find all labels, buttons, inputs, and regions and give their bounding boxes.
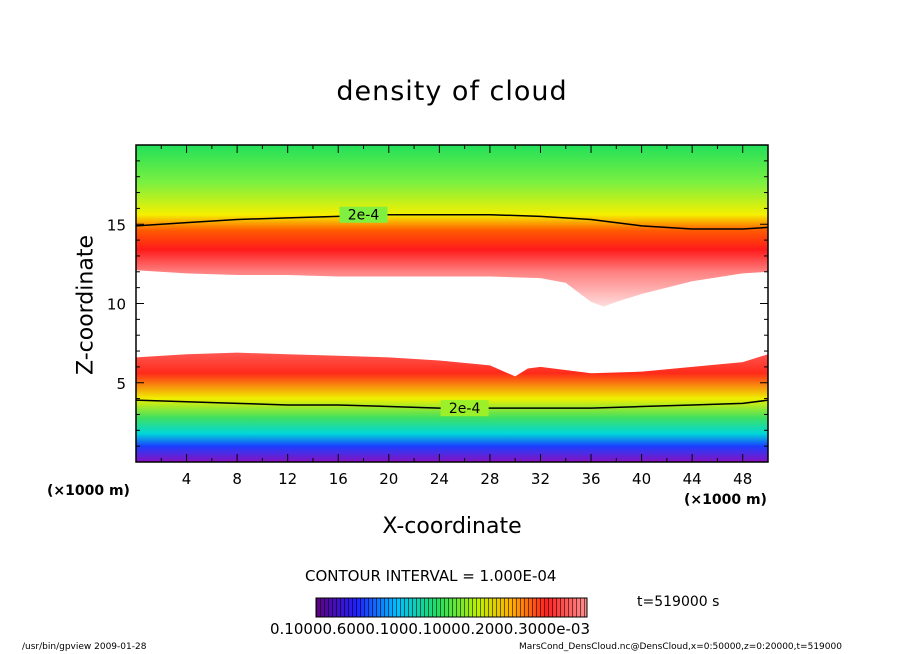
x-axis-label: X-coordinate — [382, 514, 522, 539]
footer-right: MarsCond_DensCloud.nc@DensCloud,x=0:5000… — [519, 642, 842, 652]
x-unit-note-right: (×1000 m) — [684, 492, 767, 508]
x-tick-label: 44 — [683, 470, 702, 488]
contour-label-2: 2e-4 — [449, 401, 481, 417]
y-tick-label: 5 — [116, 375, 126, 393]
colorbar-labels: 0.10000.6000.1000.10000.2000.3000e-03 — [270, 620, 591, 638]
x-tick-label: 40 — [632, 470, 651, 488]
y-tick-label: 10 — [107, 296, 126, 314]
contour-line-1 — [135, 213, 769, 230]
contour-label-bg — [440, 400, 489, 417]
contour-label-1: 2e-4 — [348, 208, 380, 224]
chart-title: density of cloud — [336, 76, 568, 107]
colorbar-frame — [315, 597, 588, 618]
contour-interval-text: CONTOUR INTERVAL = 1.000E-04 — [305, 567, 557, 585]
colorbar-segments — [316, 598, 587, 617]
x-tick-label: 48 — [733, 470, 752, 488]
x-tick-label: 12 — [278, 470, 297, 488]
x-unit-note-left: (×1000 m) — [47, 483, 130, 499]
time-label: t=519000 s — [637, 594, 720, 610]
y-tick-label: 15 — [107, 216, 126, 234]
x-tick-label: 20 — [379, 470, 398, 488]
x-tick-label: 28 — [480, 470, 499, 488]
x-tick-label: 8 — [232, 470, 242, 488]
cloud-free-band — [136, 270, 768, 377]
footer-left: /usr/bin/gpview 2009-01-28 — [22, 642, 147, 652]
x-tick-label: 36 — [581, 470, 600, 488]
x-tick-label: 16 — [329, 470, 348, 488]
x-tick-label: 32 — [531, 470, 550, 488]
contour-label-bg — [339, 206, 388, 223]
contour-line-2 — [135, 399, 769, 409]
x-tick-label: 4 — [182, 470, 192, 488]
x-tick-label: 24 — [430, 470, 449, 488]
